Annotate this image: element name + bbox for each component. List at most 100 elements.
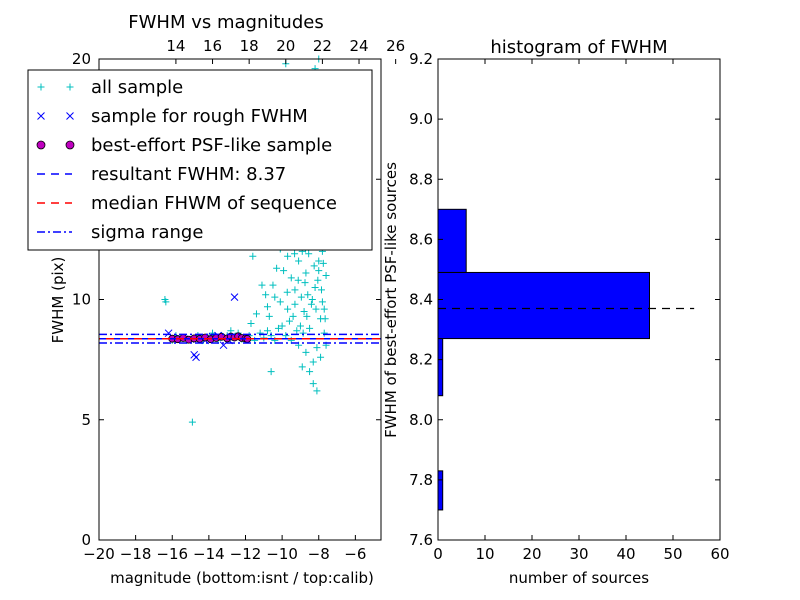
x-tick-label: 0 bbox=[433, 545, 443, 563]
all-sample-point bbox=[293, 327, 301, 335]
all-sample-point bbox=[299, 329, 307, 337]
all-sample-point bbox=[310, 262, 318, 270]
legend-box bbox=[27, 69, 373, 251]
all-sample-point bbox=[302, 348, 310, 356]
all-sample-point bbox=[313, 387, 321, 395]
rough-fwhm-point bbox=[230, 293, 239, 301]
x-tick-label: 30 bbox=[569, 545, 588, 563]
legend-label: sigma range bbox=[91, 222, 203, 243]
all-sample-point bbox=[263, 303, 271, 311]
all-sample-point bbox=[302, 269, 310, 277]
all-sample-point bbox=[291, 286, 299, 294]
all-sample-point bbox=[322, 271, 330, 279]
all-sample-point bbox=[280, 267, 288, 275]
x-tick-label: −10 bbox=[266, 545, 298, 563]
legend-label: all sample bbox=[91, 77, 183, 98]
y-tick-label: 9.0 bbox=[409, 110, 433, 128]
all-sample-point bbox=[282, 332, 290, 340]
legend-marker-circle bbox=[36, 140, 46, 150]
all-sample-point bbox=[278, 322, 286, 330]
y-tick-label: 9.2 bbox=[409, 50, 433, 68]
all-sample-point bbox=[267, 332, 275, 340]
histogram-bar bbox=[437, 470, 444, 511]
top-tick-label: 20 bbox=[276, 37, 295, 55]
all-sample-point bbox=[317, 353, 325, 361]
all-sample-point bbox=[297, 293, 305, 301]
legend-label: median FHWM of sequence bbox=[91, 193, 337, 214]
all-sample-point bbox=[306, 368, 314, 376]
all-sample-point bbox=[320, 305, 328, 313]
top-tick-label: 24 bbox=[349, 37, 368, 55]
y-tick-label: 5 bbox=[81, 411, 91, 429]
all-sample-point bbox=[284, 252, 292, 260]
x-tick-label: 50 bbox=[663, 545, 682, 563]
all-sample-point bbox=[271, 293, 279, 301]
all-sample-point bbox=[295, 257, 303, 265]
all-sample-point bbox=[274, 324, 282, 332]
legend-label: resultant FWHM: 8.37 bbox=[91, 164, 286, 185]
all-sample-point bbox=[320, 329, 328, 337]
all-sample-point bbox=[258, 281, 266, 289]
all-sample-point bbox=[276, 298, 284, 306]
x-tick-label: −14 bbox=[193, 545, 225, 563]
y-tick-label: 7.8 bbox=[409, 471, 433, 489]
all-sample-point bbox=[311, 283, 319, 291]
all-sample-point bbox=[284, 305, 292, 313]
all-sample-point bbox=[247, 320, 255, 328]
all-sample-point bbox=[317, 286, 325, 294]
all-sample-point bbox=[209, 329, 217, 337]
all-sample-point bbox=[298, 363, 306, 371]
rough-fwhm-point bbox=[192, 353, 200, 362]
all-sample-point bbox=[283, 288, 291, 296]
histogram-bar bbox=[437, 338, 444, 397]
legend-marker-plus bbox=[37, 83, 45, 91]
legend: all sample sample for rough FWHM best-effo… bbox=[27, 69, 373, 251]
legend-marker-circle bbox=[65, 140, 75, 150]
y-tick-label: 10 bbox=[72, 291, 91, 309]
all-sample-point bbox=[273, 264, 281, 272]
x-tick-label: 10 bbox=[475, 545, 494, 563]
all-sample-point bbox=[296, 322, 304, 330]
all-sample-point bbox=[291, 250, 299, 258]
all-sample-point bbox=[305, 250, 313, 258]
right-title: histogram of FWHM bbox=[490, 37, 667, 58]
all-sample-point bbox=[265, 312, 273, 320]
all-sample-point bbox=[312, 305, 320, 313]
fwhm-vs-magnitude-panel: −20−18−16−14−12−10−8−6051015201416182022… bbox=[27, 12, 405, 587]
y-tick-label: 20 bbox=[72, 50, 91, 68]
histogram-bars bbox=[437, 208, 650, 511]
all-sample-point bbox=[269, 281, 277, 289]
all-sample-point bbox=[306, 324, 314, 332]
all-sample-point bbox=[309, 358, 317, 366]
all-sample-point bbox=[307, 300, 315, 308]
all-sample-point bbox=[294, 276, 302, 284]
all-sample-point bbox=[188, 418, 196, 426]
legend-marker-x bbox=[37, 112, 45, 120]
right-x-axis-label: number of sources bbox=[509, 569, 649, 587]
legend-marker-plus bbox=[66, 83, 74, 91]
left-title: FWHM vs magnitudes bbox=[128, 12, 323, 33]
x-tick-label: −12 bbox=[230, 545, 262, 563]
all-sample-point bbox=[162, 298, 170, 306]
all-sample-point bbox=[313, 344, 321, 352]
legend-marker-x bbox=[66, 112, 74, 120]
top-tick-label: 16 bbox=[203, 37, 222, 55]
all-sample-point bbox=[308, 296, 316, 303]
legend-label: best-effort PSF-like sample bbox=[91, 135, 332, 156]
all-sample-point bbox=[301, 279, 309, 287]
top-tick-label: 26 bbox=[386, 37, 405, 55]
y-tick-label: 8.6 bbox=[409, 230, 433, 248]
legend-label: sample for rough FWHM bbox=[91, 106, 308, 127]
left-y-axis-label: FWHM (pix) bbox=[49, 257, 67, 344]
histogram-bar bbox=[437, 208, 467, 273]
histogram-panel: 0 10 20 30 40 50 60 7.6 7.8 8.0 8.2 8.4 8.6 8.8 9.0 9.2… bbox=[382, 37, 730, 587]
x-tick-label: −6 bbox=[344, 545, 366, 563]
left-x-axis-label: magnitude (bottom:isnt / top:calib) bbox=[110, 569, 374, 587]
right-y-axis-label: FWHM of best-effort PSF-like sources bbox=[382, 162, 400, 438]
all-sample-point bbox=[314, 276, 322, 284]
all-sample-point bbox=[249, 252, 257, 260]
y-tick-label: 8.2 bbox=[409, 351, 433, 369]
x-tick-label: −16 bbox=[156, 545, 188, 563]
all-sample-point bbox=[289, 312, 297, 320]
all-sample-point bbox=[287, 274, 295, 282]
